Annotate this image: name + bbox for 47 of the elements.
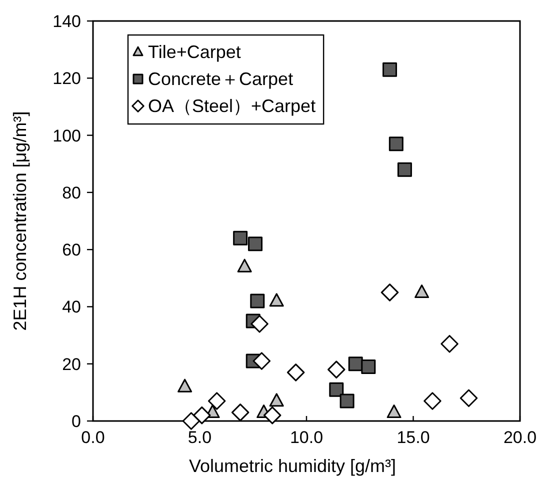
point [233,230,248,246]
point [208,392,226,410]
y-tick-label: 40 [62,298,81,317]
point [424,392,442,410]
point [414,284,430,298]
legend-label: Tile+Carpet [148,42,241,62]
point [193,406,211,424]
point [388,136,404,152]
point [237,258,252,272]
point [361,359,376,374]
point [248,236,263,252]
y-tick-label: 100 [52,126,81,146]
point [182,412,200,430]
x-tick-label: 5.0 [188,428,212,447]
point [178,378,192,392]
point [380,284,399,302]
point [340,394,354,408]
legend-label: OA（Steel）+Carpet [148,96,316,116]
legend-label: Concrete＋Carpet [148,69,294,89]
x-tick-label: 15.0 [396,428,430,447]
point [252,352,271,370]
point [263,406,282,424]
point [269,293,284,307]
point [397,162,412,177]
point [269,393,284,407]
x-tick-label: 0.0 [81,428,105,447]
point [329,382,344,397]
point [231,404,250,422]
y-axis-title: 2E1H concentration [μg/m³] [10,111,30,331]
point [250,314,268,333]
point [286,364,305,382]
x-axis-title: Volumetric humidity [g/m³] [188,456,396,476]
point [348,356,363,372]
point [440,334,458,353]
y-tick-label: 60 [62,240,81,260]
point [386,404,402,418]
y-tick-label: 120 [52,69,81,88]
y-tick-label: 0 [72,412,81,431]
y-tick-label: 20 [62,354,81,374]
point [460,389,478,408]
y-tick-label: 140 [52,12,81,31]
point [382,62,398,77]
x-tick-label: 20.0 [503,428,537,447]
point [250,294,265,308]
y-tick-label: 80 [62,183,81,202]
point [328,360,346,378]
x-tick-label: 10.0 [290,428,324,447]
